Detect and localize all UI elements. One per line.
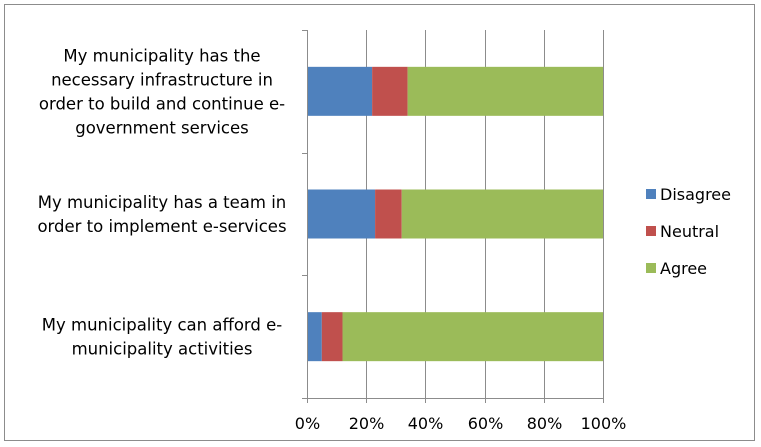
legend-swatch-agree xyxy=(646,263,656,273)
x-tick-label: 100% xyxy=(581,414,627,433)
category-label: My municipality has a team in order to im… xyxy=(37,193,286,236)
x-tick-label: 0% xyxy=(295,414,320,433)
bars xyxy=(307,66,603,362)
x-tick-label: 80% xyxy=(527,414,563,433)
legend-label-agree: Agree xyxy=(660,259,707,278)
x-tick-label: 20% xyxy=(349,414,385,433)
bar-segment-neutral xyxy=(321,312,343,362)
category-label: My municipality can afford e-municipalit… xyxy=(42,316,283,359)
axes xyxy=(302,30,604,403)
bar-segment-disagree xyxy=(307,66,373,116)
legend-label-neutral: Neutral xyxy=(660,222,719,241)
x-tick-labels: 0% 20% 40% 60% 80% 100% xyxy=(295,414,627,433)
bar-segment-agree xyxy=(342,312,603,362)
x-tick-label: 40% xyxy=(408,414,444,433)
x-tick-label: 60% xyxy=(468,414,504,433)
bar-segment-neutral xyxy=(372,66,408,116)
legend-label-disagree: Disagree xyxy=(660,185,731,204)
category-label: My municipality has the necessary infrast… xyxy=(39,46,285,137)
bar-segment-disagree xyxy=(307,189,376,239)
legend-swatch-neutral xyxy=(646,226,656,236)
bar-segment-agree xyxy=(407,66,603,116)
category-labels: My municipality has the necessary infrast… xyxy=(37,46,286,358)
bar-segment-neutral xyxy=(375,189,402,239)
bar-segment-agree xyxy=(401,189,603,239)
bar-segment-disagree xyxy=(307,312,322,362)
legend: Disagree Neutral Agree xyxy=(646,185,731,278)
legend-swatch-disagree xyxy=(646,189,656,199)
